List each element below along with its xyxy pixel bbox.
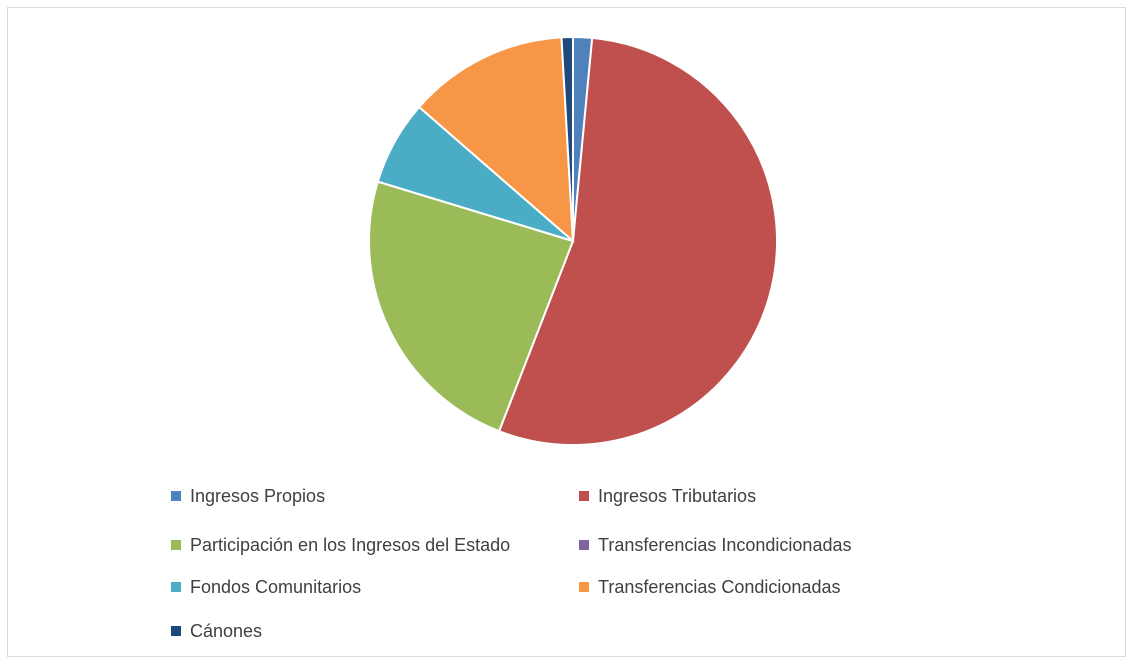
legend-swatch <box>579 540 589 550</box>
legend-swatch <box>171 582 181 592</box>
legend-label: Transferencias Incondicionadas <box>598 535 851 555</box>
legend-label: Participación en los Ingresos del Estado <box>190 535 510 555</box>
pie-slice <box>368 180 575 433</box>
pie-slice <box>417 36 575 244</box>
pie-slice <box>560 35 574 242</box>
legend-swatch <box>579 491 589 501</box>
legend-swatch <box>579 582 589 592</box>
legend-label: Ingresos Propios <box>190 486 325 506</box>
legend-swatch <box>171 491 181 501</box>
legend-label: Ingresos Tributarios <box>598 486 756 506</box>
legend-label: Transferencias Condicionadas <box>598 577 840 597</box>
legend-swatch <box>171 626 181 636</box>
legend-label: Cánones <box>190 621 262 641</box>
legend-label: Fondos Comunitarios <box>190 577 361 597</box>
legend-swatch <box>171 540 181 550</box>
pie-slice <box>497 36 778 446</box>
